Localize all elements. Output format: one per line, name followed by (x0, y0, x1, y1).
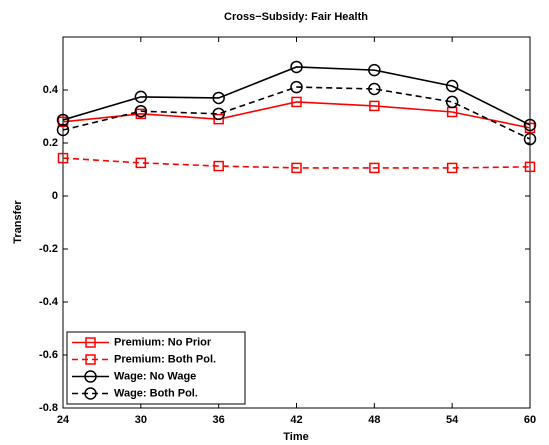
legend-marker (84, 370, 97, 383)
point-marker (368, 63, 381, 77)
point-marker (212, 91, 225, 105)
point-marker (291, 162, 302, 174)
point-marker (134, 104, 148, 118)
y-tick-label: -0.2 (39, 243, 58, 255)
legend-marker (85, 337, 96, 348)
legend-label: Premium: Both Pol. (114, 353, 216, 365)
x-tick-label: 36 (213, 414, 225, 426)
point-marker (56, 123, 70, 137)
y-tick-label: 0.4 (43, 84, 59, 96)
y-axis-label: Transfer (12, 200, 24, 244)
x-tick-label: 42 (290, 414, 302, 426)
point-marker (523, 132, 537, 146)
x-axis-label: Time (283, 431, 308, 443)
x-tick-label: 48 (368, 414, 380, 426)
y-tick-label: 0.2 (43, 137, 58, 149)
point-marker (290, 80, 303, 94)
point-marker (369, 100, 380, 112)
point-marker (368, 82, 381, 96)
legend-label: Wage: Both Pol. (114, 387, 198, 399)
point-marker (57, 152, 69, 164)
point-marker (523, 118, 537, 132)
x-tick-label: 24 (57, 414, 70, 426)
x-tick-label: 60 (524, 414, 536, 426)
legend-label: Wage: No Wage (114, 370, 196, 382)
point-marker (135, 157, 147, 169)
point-marker (445, 95, 459, 109)
y-tick-label: -0.8 (39, 402, 58, 414)
point-marker (134, 90, 148, 104)
y-tick-label: 0 (52, 190, 58, 202)
point-marker (369, 162, 380, 174)
point-marker (212, 107, 225, 121)
series-line (62, 157, 531, 169)
point-marker (213, 160, 224, 172)
y-tick-label: -0.6 (39, 349, 58, 361)
y-tick-label: -0.4 (39, 296, 59, 308)
x-tick-label: 54 (446, 414, 459, 426)
legend-marker (84, 387, 97, 400)
point-marker (56, 113, 70, 127)
legend-box (66, 331, 246, 405)
series-line (62, 66, 531, 126)
legend-marker (85, 354, 96, 365)
point-marker (445, 79, 459, 93)
series-line (62, 86, 531, 140)
series-line (62, 101, 531, 129)
point-marker (213, 113, 224, 125)
point-marker (446, 162, 458, 174)
point-marker (524, 161, 536, 173)
legend-label: Premium: No Prior (114, 336, 212, 348)
chart-title: Cross−Subsidy: Fair Health (224, 11, 368, 23)
point-marker (291, 96, 302, 108)
point-marker (290, 60, 303, 74)
x-tick-label: 30 (135, 414, 147, 426)
